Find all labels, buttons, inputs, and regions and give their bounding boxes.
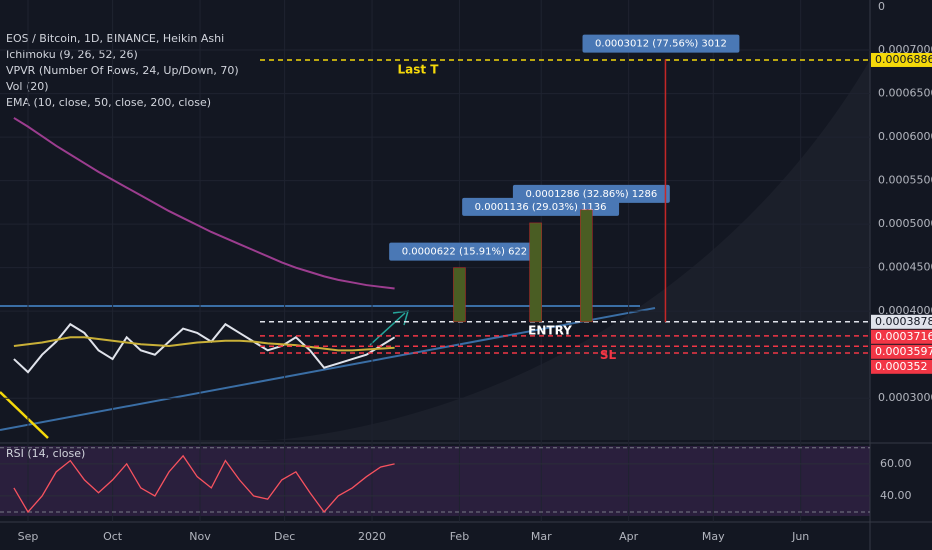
level-label: 0.000352: [875, 360, 928, 373]
y-tick-label: 0.0006500: [878, 87, 932, 100]
x-tick-label: Feb: [450, 530, 469, 543]
x-tick-label: Jun: [791, 530, 809, 543]
target-bar: [529, 222, 542, 323]
level-box: [871, 359, 932, 374]
y-tick-label: 0.0003000: [878, 391, 932, 404]
price-line: [13, 322, 396, 374]
x-tick-label: May: [702, 530, 725, 543]
x-tick-label: 2020: [358, 530, 386, 543]
target-bar: [453, 267, 466, 323]
x-tick-label: Apr: [619, 530, 639, 543]
level-box: [871, 52, 932, 67]
level-label: 0.0003878: [875, 315, 932, 328]
level-note: ENTRY: [528, 323, 572, 337]
target-bar: [664, 59, 667, 323]
x-tick-label: Sep: [18, 530, 39, 543]
price-line: [13, 336, 395, 352]
level-label: 0.0003597: [875, 345, 932, 358]
y-tick-label: 0.0004000: [878, 304, 932, 317]
corner-label: 0: [878, 0, 885, 13]
rsi-line: [13, 454, 395, 514]
y-tick-label: 0.0005500: [878, 174, 932, 187]
level-box: [871, 344, 932, 359]
target-label: 0.0001286 (32.86%) 1286: [525, 189, 657, 200]
target-label: 0.0001136 (29.03%) 1136: [475, 202, 607, 213]
y-tick-label: 40.00: [880, 489, 912, 502]
trend-line: [0, 391, 49, 439]
y-tick-label: 60.00: [880, 457, 912, 470]
rsi-title: RSI (14, close): [6, 447, 85, 460]
target-label: 0.0000622 (15.91%) 622: [402, 247, 527, 258]
legend-line: EMA (10, close, 50, close, 200, close): [6, 96, 211, 109]
legend-line: Vol (20): [6, 80, 49, 93]
price-line: [13, 117, 395, 290]
legend-line: VPVR (Number Of Rows, 24, Up/Down, 70): [6, 64, 239, 77]
target-box: [512, 184, 670, 203]
chart-title: EOS / Bitcoin, 1D, BINANCE, Heikin Ashi: [6, 32, 224, 45]
y-tick-label: 0.0007000: [878, 43, 932, 56]
arc-shape: [120, 60, 870, 444]
level-note: Last T: [398, 62, 440, 76]
target-box: [582, 34, 740, 53]
x-tick-label: Nov: [189, 530, 211, 543]
x-tick-label: Mar: [531, 530, 552, 543]
target-label: 0.0003012 (77.56%) 3012: [595, 39, 727, 50]
legend-line: Ichimoku (9, 26, 52, 26): [6, 48, 138, 61]
level-box: [871, 329, 932, 344]
target-bar: [580, 209, 593, 323]
level-box: [871, 314, 932, 329]
rsi-band: [0, 446, 870, 516]
target-box: [389, 242, 540, 261]
level-label: 0.0003716: [875, 330, 932, 343]
level-note: SL: [600, 348, 617, 362]
trend-line: [0, 307, 656, 431]
level-label: 0.0006886: [875, 53, 932, 66]
y-tick-label: 0.0005000: [878, 217, 932, 230]
x-tick-label: Oct: [103, 530, 123, 543]
x-tick-label: Dec: [274, 530, 295, 543]
y-tick-label: 0.0006000: [878, 130, 932, 143]
y-tick-label: 0.0004500: [878, 261, 932, 274]
